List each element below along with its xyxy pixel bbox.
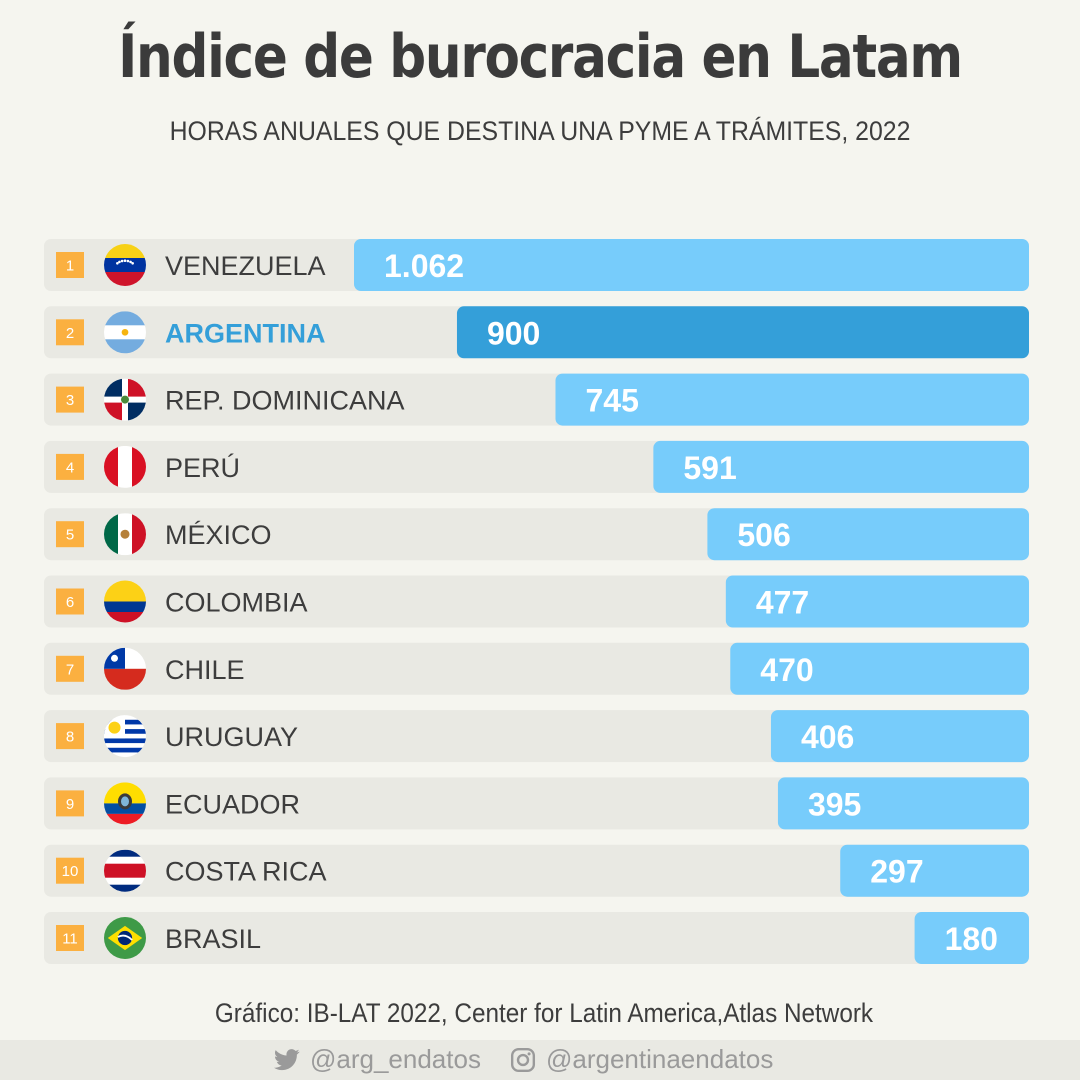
bar-row-venezuela: 1 VENEZUELA 1.062 [44,239,1029,291]
bar [770,710,1029,763]
bar-row-rep-dominicana: 3 REP. DOMINICANA 745 [44,373,1029,426]
value-label: 900 [487,315,540,351]
bar [840,844,1029,897]
country-label: VENEZUELA [165,251,326,281]
bar [730,642,1029,695]
country-label: BRASIL [165,924,261,954]
bar [653,440,1029,493]
peru-flag-icon [104,445,146,488]
instagram-handle: @argentinaendatos [546,1044,774,1074]
bar-row-uruguay: 8 URUGUAY 406 [44,710,1029,763]
country-label: ECUADOR [165,789,300,819]
bar-chart: 1 VENEZUELA 1.062 2 ARGENTINA 900 3 REP. DOMINI… [44,239,1030,964]
costa-rica-flag-icon [104,849,146,892]
chile-flag-icon [104,647,146,690]
country-label: COLOMBIA [165,588,308,618]
bar [354,239,1029,291]
rank-label: 9 [66,796,74,813]
value-label: 477 [756,585,809,621]
rank-label: 2 [66,325,74,342]
chart-subtitle: HORAS ANUALES QUE DESTINA UNA PYME A TRÁ… [169,116,911,146]
bar-row-m-xico: 5 MÉXICO 506 [44,508,1029,561]
rank-badge [56,453,84,480]
bar [456,306,1030,359]
value-label: 1.062 [384,248,464,284]
rank-label: 7 [66,661,74,678]
rank-label: 5 [66,527,74,544]
bar [725,575,1029,628]
instagram-icon [510,1047,536,1073]
argentina-flag-icon [104,311,146,354]
instagram-handle-group[interactable]: @argentinaendatos [510,1044,773,1075]
rank-badge [56,723,84,750]
venezuela-flag-icon [104,244,146,286]
row-background [44,844,1029,897]
value-label: 297 [870,854,923,890]
twitter-handle: @arg_endatos [310,1044,481,1074]
bar [777,777,1029,830]
brazil-flag-icon [104,917,146,959]
rank-label: 1 [66,258,74,275]
rank-badge [56,521,84,548]
bar-row-brasil: 11 BRASIL 180 [44,912,1029,964]
rank-badge [56,925,84,951]
rank-badge [56,386,84,413]
rank-badge [56,857,84,884]
rank-label: 10 [62,863,79,880]
bar-row-per-: 4 PERÚ 591 [44,440,1029,493]
value-label: 745 [585,383,638,419]
row-background [44,912,1029,964]
value-label: 406 [801,719,854,755]
country-label: REP. DOMINICANA [165,386,405,416]
bar [555,373,1029,426]
rank-label: 3 [66,392,74,409]
value-label: 395 [808,786,861,822]
bar [707,508,1029,561]
country-label: CHILE [165,655,245,685]
ecuador-flag-icon [104,782,146,825]
bar [914,912,1029,964]
rank-badge [56,655,84,682]
rank-badge [56,588,84,615]
rank-badge [56,252,84,278]
value-label: 591 [683,450,736,486]
twitter-bird-icon [274,1048,300,1071]
bar-row-argentina: 2 ARGENTINA 900 [44,306,1030,359]
value-label: 506 [737,517,790,553]
value-label: 180 [945,921,998,957]
value-label: 470 [760,652,813,688]
rank-badge [56,790,84,817]
country-label: COSTA RICA [165,857,327,887]
rank-badge [56,319,84,346]
chart-title: Índice de burocracia en Latam [118,22,963,92]
bar-row-colombia: 6 COLOMBIA 477 [44,575,1029,628]
country-label: ARGENTINA [165,318,326,348]
rank-label: 8 [66,729,74,746]
bar-row-ecuador: 9 ECUADOR 395 [44,777,1029,830]
rank-label: 11 [62,931,78,948]
rank-label: 4 [66,459,74,476]
source-note: Gráfico: IB-LAT 2022, Center for Latin A… [214,998,874,1028]
country-label: URUGUAY [165,722,298,752]
country-label: PERÚ [165,452,240,483]
colombia-flag-icon [104,580,146,623]
bar-row-costa-rica: 10 COSTA RICA 297 [44,844,1029,897]
bar-row-chile: 7 CHILE 470 [44,642,1029,695]
country-label: MÉXICO [165,520,272,550]
mexico-flag-icon [104,513,146,556]
rank-label: 6 [66,594,74,611]
twitter-handle-group[interactable]: @arg_endatos [274,1044,481,1075]
footer-bar [0,1040,1080,1080]
